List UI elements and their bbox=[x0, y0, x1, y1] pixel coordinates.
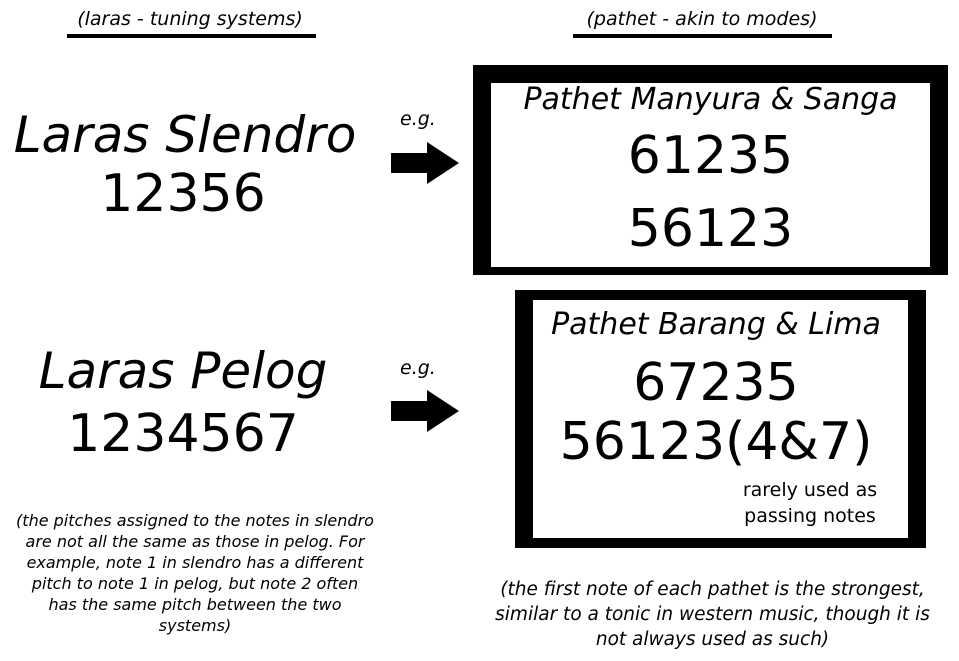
pathet-pelog-note: rarely used as passing notes bbox=[720, 477, 900, 529]
pathet-slendro-title: Pathet Manyura & Sanga bbox=[523, 82, 898, 117]
footnote-pitches: (the pitches assigned to the notes in sl… bbox=[10, 510, 380, 636]
pathet-pelog-line-1: 67235 bbox=[633, 353, 799, 413]
footnote-pitches-line: are not all the same as those in pelog. … bbox=[25, 532, 365, 551]
header-pathet: (pathet - akin to modes) bbox=[586, 8, 818, 30]
footnote-pitches-line: pitch to note 1 in pelog, but note 2 oft… bbox=[31, 574, 359, 593]
right-arrow-icon bbox=[391, 390, 459, 432]
footnote-tonic-line: (the first note of each pathet is the st… bbox=[500, 579, 925, 600]
footnote-pitches-line: has the same pitch between the two syste… bbox=[48, 595, 342, 635]
header-pathet-underline bbox=[573, 34, 832, 38]
right-arrow-icon bbox=[391, 142, 459, 184]
footnote-pitches-line: example, note 1 in slendro has a differe… bbox=[26, 553, 364, 572]
laras-pelog-title: Laras Pelog bbox=[38, 342, 328, 400]
eg-label-slendro: e.g. bbox=[400, 108, 436, 130]
laras-slendro-notes: 12356 bbox=[100, 164, 266, 224]
header-laras-underline bbox=[67, 34, 316, 38]
pathet-slendro-line-1: 61235 bbox=[627, 126, 794, 186]
pathet-pelog-line-2: 56123(4&7) bbox=[559, 412, 873, 472]
header-laras: (laras - tuning systems) bbox=[77, 8, 303, 30]
pathet-slendro-line-2: 56123 bbox=[627, 199, 794, 259]
pathet-pelog-note-line-2: passing notes bbox=[744, 505, 876, 527]
pathet-pelog-box bbox=[515, 290, 926, 548]
pathet-slendro-box bbox=[473, 65, 948, 275]
eg-label-pelog: e.g. bbox=[400, 357, 436, 379]
footnote-tonic-line: not always used as such) bbox=[595, 629, 830, 650]
footnote-tonic: (the first note of each pathet is the st… bbox=[480, 577, 945, 652]
laras-pelog-notes: 1234567 bbox=[67, 404, 299, 464]
pathet-pelog-title: Pathet Barang & Lima bbox=[551, 307, 881, 342]
laras-slendro-title: Laras Slendro bbox=[13, 106, 357, 164]
footnote-tonic-line: similar to a tonic in western music, tho… bbox=[495, 604, 930, 625]
pathet-pelog-note-line-1: rarely used as bbox=[742, 479, 878, 501]
footnote-pitches-line: (the pitches assigned to the notes in sl… bbox=[16, 511, 374, 530]
